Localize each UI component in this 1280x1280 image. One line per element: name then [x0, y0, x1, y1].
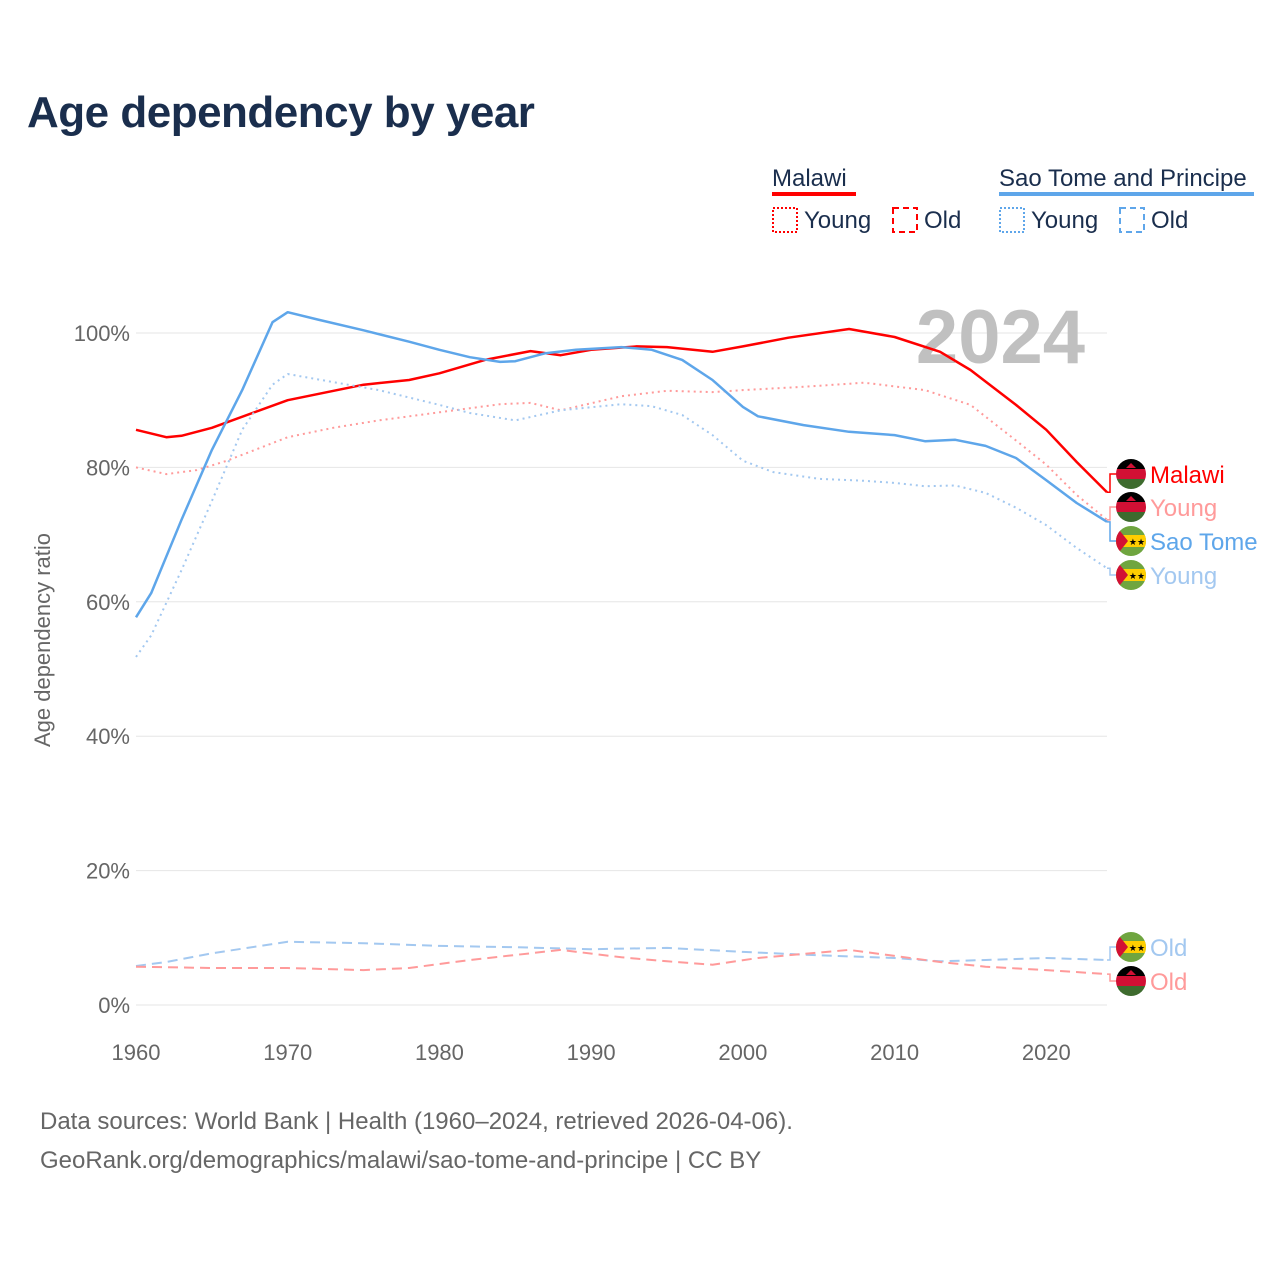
svg-text:★★: ★★ [1129, 943, 1145, 953]
y-tick-label: 40% [86, 724, 130, 749]
legend-item-young: Young [804, 207, 871, 234]
series-end-label: Sao Tome [1150, 529, 1258, 556]
label-connector [1107, 506, 1118, 521]
series-line-sao-tome-and-principe [134, 310, 1108, 618]
x-tick-label: 2010 [870, 1040, 919, 1065]
legend-item-old: Old [1151, 207, 1188, 234]
series-line-sao-tome-and-principe-young [135, 373, 1108, 658]
series-line-malawi-old [135, 948, 1108, 976]
sao-tome-flag-icon: ★★ [1116, 560, 1146, 590]
malawi-flag-icon [1116, 492, 1146, 522]
legend-dashed-swatch [892, 207, 918, 233]
svg-text:★★: ★★ [1129, 571, 1145, 581]
chart-title: Age dependency by year [27, 88, 535, 137]
malawi-flag-icon [1116, 459, 1146, 489]
x-tick-label: 1980 [415, 1040, 464, 1065]
x-tick-label: 2020 [1022, 1040, 1071, 1065]
malawi-flag-icon [1116, 966, 1146, 996]
label-connector [1107, 946, 1118, 961]
legend-item-young: Young [1031, 207, 1098, 234]
x-tick-label: 2000 [718, 1040, 767, 1065]
legend-group-title: Sao Tome and Principe [999, 165, 1247, 192]
x-tick-label: 1990 [567, 1040, 616, 1065]
series-end-label: Old [1150, 935, 1187, 962]
label-connector [1107, 567, 1118, 576]
y-tick-label: 80% [86, 455, 130, 480]
y-tick-label: 0% [98, 993, 130, 1018]
legend-dotted-swatch [999, 207, 1025, 233]
sao-tome-flag-icon: ★★ [1116, 526, 1146, 556]
series-line-malawi [135, 327, 1108, 494]
y-tick-label: 60% [86, 590, 130, 615]
label-connector [1107, 473, 1118, 494]
series-end-label: Young [1150, 495, 1217, 522]
data-source-text: Data sources: World Bank | Health (1960–… [40, 1108, 793, 1135]
source-url-text[interactable]: GeoRank.org/demographics/malawi/sao-tome… [40, 1147, 762, 1174]
legend-dashed-swatch [1119, 207, 1145, 233]
label-connector [1107, 973, 1118, 982]
legend-group-title: Malawi [772, 165, 847, 192]
legend-group-underline [999, 192, 1254, 196]
x-tick-label: 1970 [263, 1040, 312, 1065]
y-axis-label: Age dependency ratio [30, 533, 55, 747]
legend-item-old: Old [924, 207, 961, 234]
legend-dotted-swatch [772, 207, 798, 233]
label-connector [1107, 521, 1118, 542]
x-tick-label: 1960 [112, 1040, 161, 1065]
series-line-sao-tome-and-principe-old [135, 940, 1108, 967]
sao-tome-flag-icon: ★★ [1116, 932, 1146, 962]
year-badge: 2024 [916, 295, 1085, 380]
series-end-label: Young [1150, 563, 1217, 590]
svg-text:★★: ★★ [1129, 537, 1145, 547]
series-end-label: Old [1150, 969, 1187, 996]
y-tick-label: 100% [74, 321, 130, 346]
series-end-label: Malawi [1150, 462, 1225, 489]
y-tick-label: 20% [86, 859, 130, 884]
legend-group-underline [772, 192, 856, 196]
